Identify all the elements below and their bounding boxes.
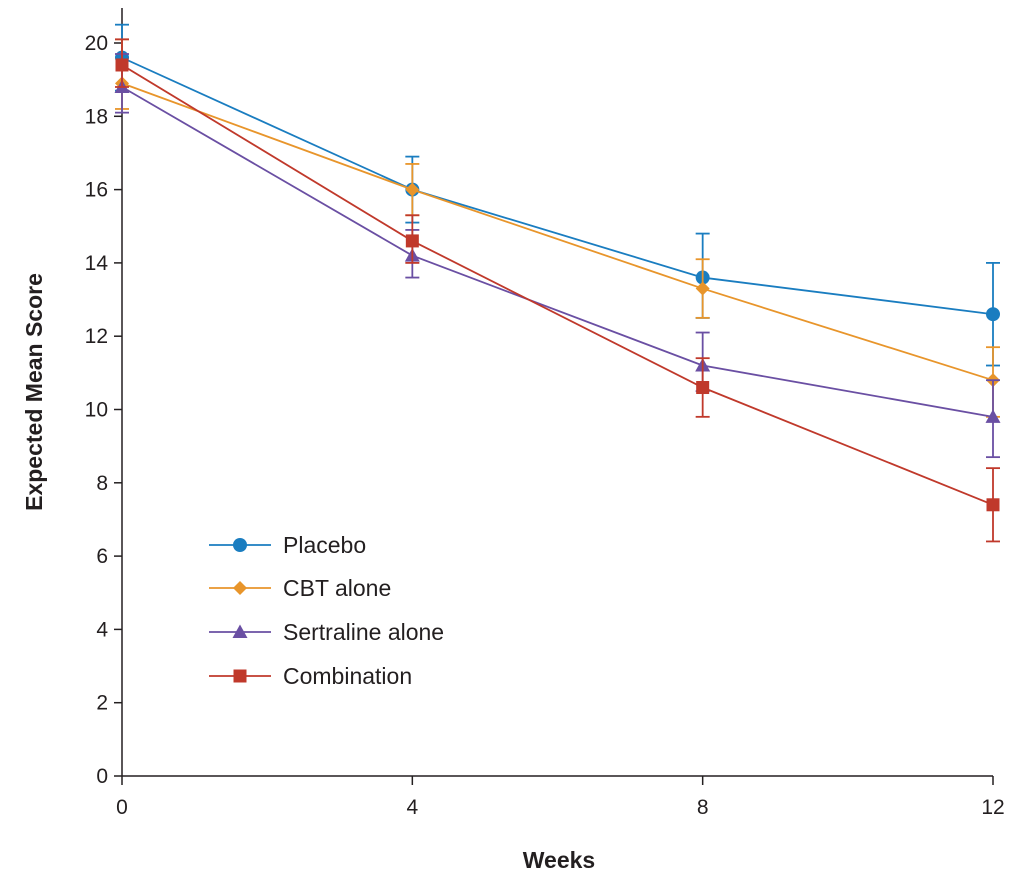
- data-point: [695, 281, 710, 296]
- legend-label: Placebo: [283, 532, 366, 558]
- series-combination: [115, 38, 1000, 543]
- y-tick-label: 12: [85, 325, 108, 348]
- legend: Placebo CBT alone Sertraline alone Combinat…: [209, 532, 444, 689]
- legend-marker: [233, 538, 247, 552]
- data-point: [986, 307, 1000, 322]
- x-tick-label: 12: [981, 796, 1004, 819]
- legend-marker: [233, 581, 247, 595]
- data-point: [115, 58, 129, 72]
- y-tick-label: 8: [96, 472, 108, 495]
- series-cbt-alone: [115, 38, 1000, 418]
- legend-label: Combination: [283, 663, 412, 689]
- legend-label: CBT alone: [283, 575, 391, 601]
- x-tick-label: 8: [697, 796, 709, 819]
- series-line: [121, 64, 994, 506]
- data-point: [696, 381, 710, 395]
- x-axis-title: Weeks: [523, 847, 595, 873]
- data-point: [405, 234, 419, 248]
- series-layer: [114, 23, 1001, 543]
- x-axis-ticks: 0 4 8 12: [116, 776, 1005, 819]
- x-tick-label: 4: [406, 796, 418, 819]
- legend-item-placebo: Placebo: [209, 532, 366, 558]
- series-line: [121, 56, 994, 316]
- y-tick-label: 0: [96, 765, 108, 788]
- legend-label: Sertraline alone: [283, 619, 444, 645]
- data-point: [986, 498, 1000, 512]
- y-tick-label: 6: [96, 545, 108, 568]
- data-point: [405, 182, 420, 197]
- y-tick-label: 4: [96, 618, 108, 641]
- legend-marker: [233, 669, 247, 683]
- y-tick-label: 10: [85, 399, 108, 422]
- legend-item-sertraline-alone: Sertraline alone: [209, 619, 444, 645]
- y-axis-ticks: 0 2 4 6 8 10 12 14 16 18 20: [85, 32, 122, 788]
- y-tick-label: 16: [85, 179, 108, 202]
- legend-marker: [232, 624, 248, 638]
- series-line: [121, 82, 994, 382]
- legend-item-cbt-alone: CBT alone: [209, 575, 391, 601]
- y-tick-label: 18: [85, 105, 108, 128]
- series-line: [121, 86, 994, 418]
- x-tick-label: 0: [116, 796, 128, 819]
- y-tick-label: 20: [85, 32, 108, 55]
- legend-item-combination: Combination: [209, 663, 412, 689]
- data-point: [985, 409, 1001, 423]
- y-axis-title: Expected Mean Score: [21, 273, 47, 511]
- y-tick-label: 2: [96, 692, 108, 715]
- y-tick-label: 14: [85, 252, 109, 275]
